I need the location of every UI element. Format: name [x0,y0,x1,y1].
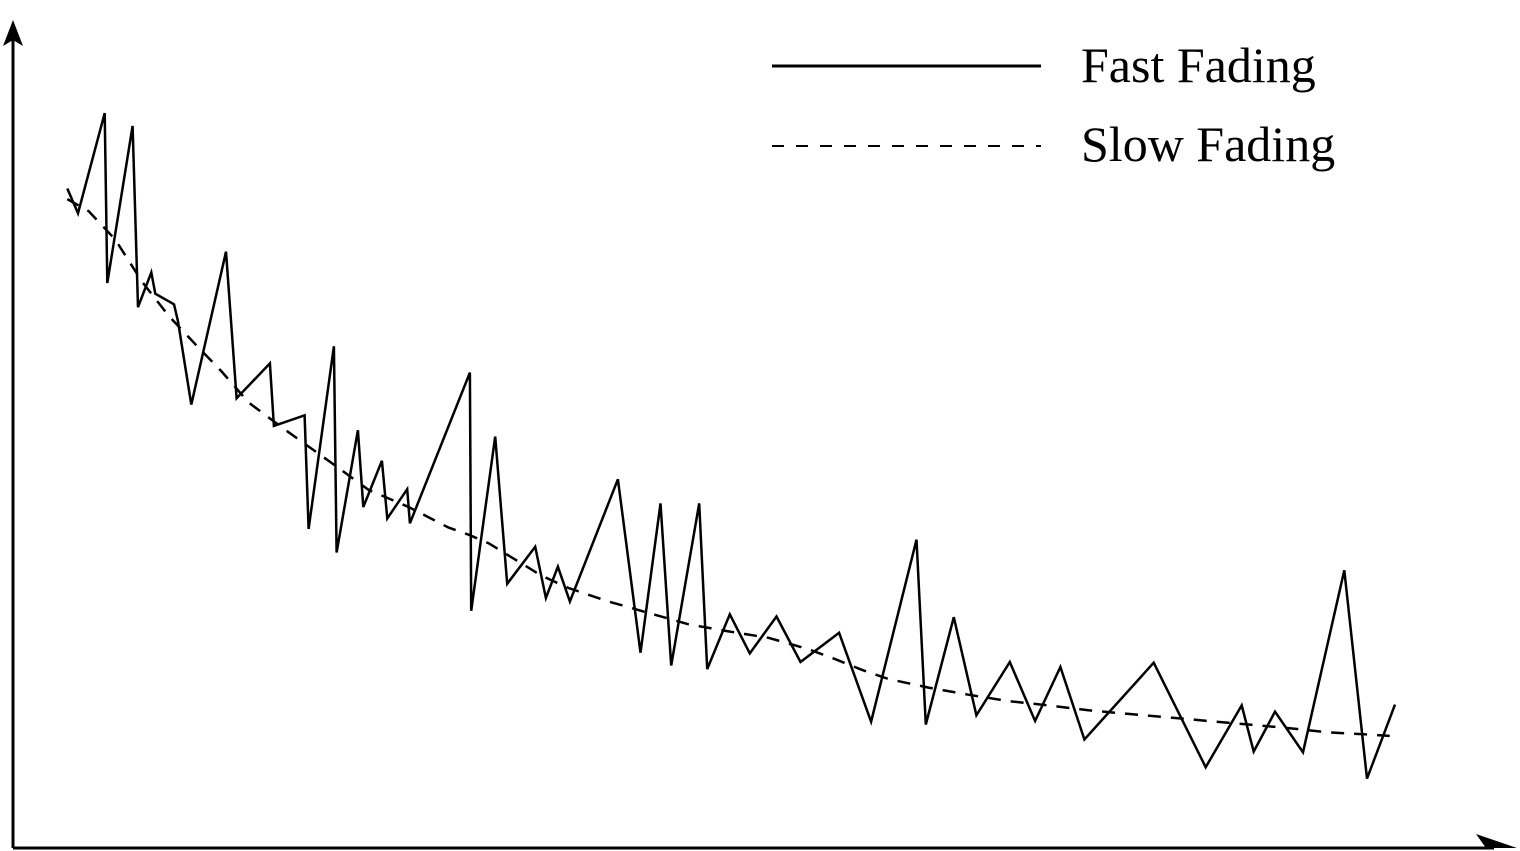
x-axis [13,834,1517,850]
x-axis-arrow-icon [1476,834,1517,848]
series-line-fast-fading [66,112,1397,780]
legend-entry-fast: Fast Fading [772,37,1316,93]
legend-label-fast: Fast Fading [1081,37,1316,93]
y-axis-arrow-icon [3,20,23,46]
legend-entry-slow: Slow Fading [772,116,1335,172]
legend-label-slow: Slow Fading [1081,116,1335,172]
legend: Fast Fading Slow Fading [772,37,1335,172]
series-layer [66,112,1397,780]
series-line-slow-fading [66,198,1390,738]
y-axis [3,20,23,848]
